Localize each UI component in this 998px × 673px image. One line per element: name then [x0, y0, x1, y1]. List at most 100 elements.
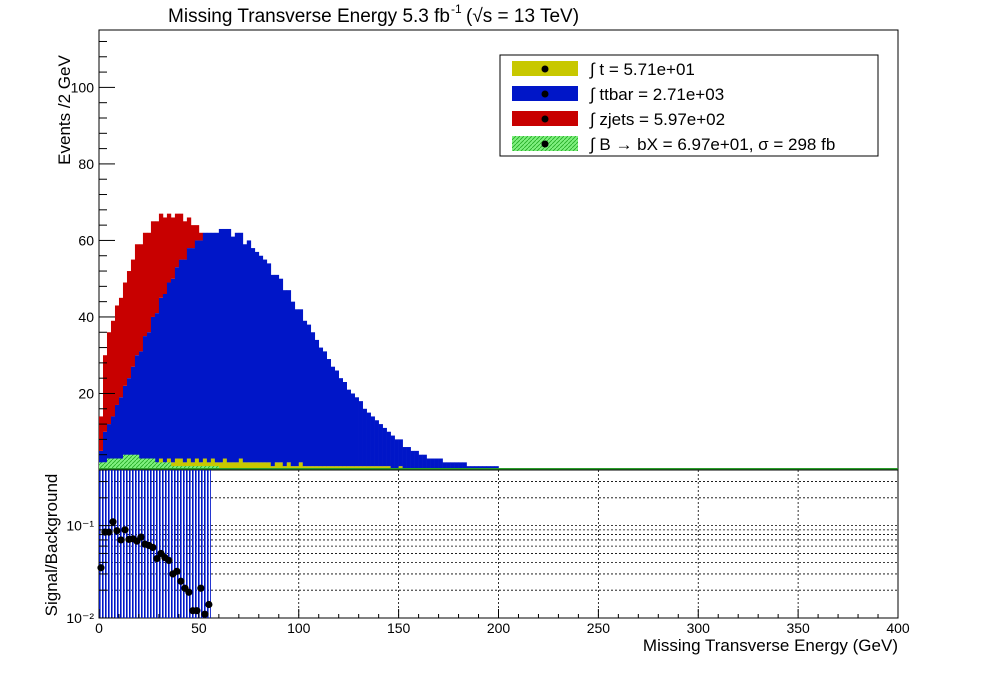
bar-ttbar-80 [418, 454, 423, 470]
bar-ttbar-48 [290, 301, 296, 467]
bar-t-40 [258, 462, 264, 470]
bar-ttbar-16 [162, 294, 168, 463]
bar-ttbar-31 [222, 228, 228, 459]
bar-t-50 [298, 462, 304, 470]
ratio-point [97, 564, 105, 572]
bar-zjets-16 [162, 217, 168, 294]
ratio-point [153, 554, 161, 563]
bar-ttbar-10 [138, 351, 144, 463]
x-tick-label: 150 [387, 620, 411, 636]
bar-signal-13 [150, 458, 156, 470]
bar-zjets-11 [142, 232, 148, 337]
bar-ttbar-34 [234, 232, 240, 463]
bar-signal-17 [166, 462, 172, 470]
bar-ttbar-77 [406, 447, 411, 470]
bottom-y-tick-label: 10⁻² [66, 610, 94, 626]
ratio-points [97, 518, 213, 618]
bar-ttbar-61 [342, 382, 347, 467]
bar-signal-10 [138, 458, 144, 470]
bar-ttbar-4 [114, 404, 120, 459]
legend-label: ∫ zjets = 5.97e+02 [589, 110, 725, 129]
ratio-point [205, 600, 213, 609]
bar-ttbar-46 [282, 290, 288, 467]
bar-zjets-20 [178, 213, 184, 260]
bar-ttbar-54 [314, 339, 320, 467]
bar-ttbar-56 [322, 351, 328, 467]
stacked-histogram [99, 213, 898, 470]
bar-ttbar-55 [318, 347, 324, 467]
bar-ttbar-84 [434, 458, 439, 470]
bar-ttbar-63 [350, 393, 355, 467]
legend-marker [541, 115, 549, 123]
bar-zjets-0 [99, 416, 104, 451]
ratio-point [173, 567, 181, 575]
ratio-point [109, 518, 117, 526]
legend-marker [541, 65, 549, 73]
bar-ttbar-5 [118, 397, 124, 463]
bar-ttbar-41 [262, 259, 268, 463]
bar-ttbar-62 [346, 389, 351, 467]
bar-t-19 [174, 458, 180, 470]
x-tick-label: 400 [886, 620, 910, 636]
bar-ttbar-0 [99, 450, 104, 467]
bar-ttbar-59 [334, 370, 339, 467]
bottom-y-axis-ticks: 10⁻² 10⁻¹ [66, 469, 115, 626]
bar-ttbar-24 [194, 240, 200, 459]
bar-ttbar-3 [110, 416, 116, 463]
ratio-point [177, 577, 185, 585]
bar-ttbar-22 [186, 248, 192, 459]
legend-label: ∫ B → bX = 6.97e+01, σ = 298 fb [589, 135, 835, 154]
bar-t-24 [194, 458, 200, 470]
bar-t-34 [234, 462, 240, 470]
chart-title: Missing Transverse Energy 5.3 fb [168, 6, 450, 27]
bar-ttbar-74 [394, 439, 399, 470]
bar-ttbar-64 [354, 397, 359, 467]
bar-ttbar-20 [178, 259, 184, 459]
bar-ttbar-51 [302, 320, 308, 467]
bar-signal-5 [118, 458, 124, 470]
bar-zjets-17 [166, 213, 172, 283]
legend-label: ∫ ttbar = 2.71e+03 [589, 85, 724, 104]
ratio-point [185, 588, 193, 596]
bar-t-26 [202, 458, 208, 470]
bar-ttbar-79 [414, 450, 419, 470]
bar-zjets-23 [190, 225, 196, 249]
top-y-tick-label: 80 [78, 156, 94, 172]
bar-t-44 [274, 462, 280, 470]
ratio-point [137, 533, 145, 541]
bar-zjets-8 [130, 259, 136, 367]
bar-ttbar-67 [366, 412, 371, 467]
bar-ttbar-91 [462, 462, 467, 470]
bar-zjets-22 [186, 217, 192, 249]
bar-ttbar-25 [198, 240, 204, 463]
bar-zjets-25 [198, 232, 204, 241]
x-tick-label: 100 [287, 620, 311, 636]
bar-ttbar-33 [230, 236, 236, 463]
bar-ttbar-12 [146, 332, 152, 463]
bar-ttbar-11 [142, 336, 148, 459]
bar-zjets-3 [110, 320, 116, 417]
bar-ttbar-42 [266, 263, 272, 463]
top-y-tick-label: 20 [78, 385, 94, 401]
bar-t-42 [266, 462, 272, 470]
bar-ttbar-66 [362, 408, 367, 467]
bar-t-47 [286, 462, 292, 470]
bar-ttbar-44 [274, 274, 280, 463]
bar-ttbar-49 [294, 309, 300, 467]
bar-zjets-13 [150, 221, 156, 317]
bar-signal-7 [126, 454, 132, 470]
x-tick-label: 50 [191, 620, 207, 636]
bar-ttbar-69 [374, 420, 379, 467]
bar-ttbar-37 [246, 240, 252, 463]
ratio-point [201, 610, 209, 618]
bar-zjets-21 [182, 221, 188, 260]
bar-ttbar-26 [202, 232, 208, 459]
bar-ttbar-13 [150, 316, 156, 459]
bar-ttbar-15 [158, 297, 164, 459]
bar-t-37 [246, 462, 252, 470]
bar-ttbar-65 [358, 401, 363, 467]
bar-ttbar-57 [326, 359, 332, 467]
bar-ttbar-81 [422, 454, 427, 470]
bar-ttbar-50 [298, 309, 304, 463]
